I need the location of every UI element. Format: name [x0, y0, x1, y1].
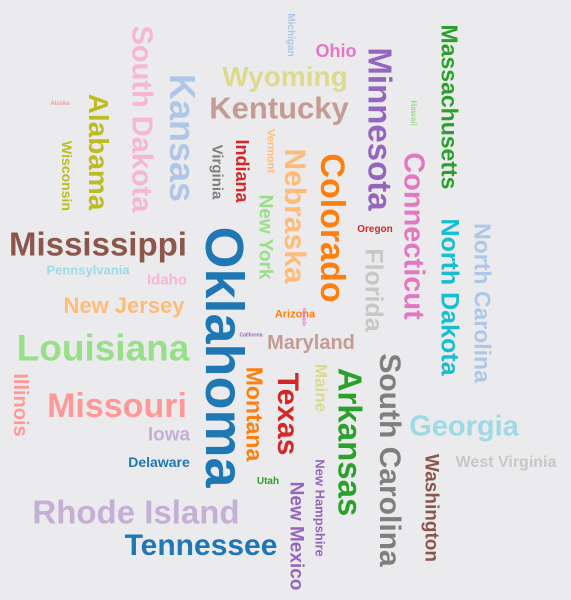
- word-idaho: Idaho: [147, 271, 187, 289]
- word-missouri: Missouri: [47, 387, 187, 425]
- word-south-dakota: South Dakota: [125, 25, 158, 213]
- word-wisconsin: Wisconsin: [59, 141, 75, 211]
- word-south-carolina: South Carolina: [373, 353, 406, 567]
- word-virginia: Virginia: [208, 144, 226, 200]
- word-tennessee: Tennessee: [124, 529, 278, 562]
- word-arizona: Arizona: [274, 308, 316, 321]
- word-mississippi: Mississippi: [9, 225, 187, 263]
- word-kentucky: Kentucky: [209, 90, 349, 126]
- word-oregon: Oregon: [357, 224, 393, 235]
- word-nevada: Nevada: [300, 308, 307, 326]
- word-iowa: Iowa: [147, 424, 191, 446]
- word-connecticut: Connecticut: [397, 152, 430, 320]
- word-delaware: Delaware: [128, 454, 190, 470]
- word-washington: Washington: [420, 454, 442, 562]
- word-rhode-island: Rhode Island: [32, 493, 240, 531]
- word-new-york: New York: [254, 194, 276, 280]
- word-pennsylvania: Pennsylvania: [46, 262, 130, 278]
- word-georgia: Georgia: [409, 410, 519, 443]
- word-arkansas: Arkansas: [331, 367, 369, 517]
- word-ohio: Ohio: [315, 41, 357, 61]
- word-new-mexico: New Mexico: [285, 481, 307, 591]
- word-nebraska: Nebraska: [278, 148, 311, 284]
- word-california: California: [239, 332, 263, 339]
- word-illinois: Illinois: [9, 373, 31, 437]
- word-north-dakota: North Dakota: [435, 218, 464, 376]
- word-maine: Maine: [311, 363, 331, 413]
- word-michigan: Michigan: [285, 13, 296, 57]
- word-indiana: Indiana: [232, 139, 252, 203]
- word-alabama: Alabama: [83, 93, 114, 211]
- word-texas: Texas: [271, 372, 304, 456]
- word-maryland: Maryland: [267, 332, 355, 354]
- word-wyoming: Wyoming: [222, 61, 348, 92]
- word-montana: Montana: [241, 366, 268, 462]
- word-louisiana: Louisiana: [16, 327, 190, 369]
- word-massachusetts: Massachusetts: [436, 24, 463, 190]
- word-florida: Florida: [359, 248, 388, 332]
- word-colorado: Colorado: [313, 153, 351, 303]
- word-vermont: Vermont: [264, 128, 277, 174]
- word-kansas: Kansas: [162, 73, 203, 203]
- word-north-carolina: North Carolina: [469, 223, 496, 383]
- word-west-virginia: West Virginia: [455, 454, 557, 471]
- word-utah: Utah: [256, 476, 280, 487]
- word-new-jersey: New Jersey: [63, 293, 185, 318]
- word-new-hampshire: New Hampshire: [312, 459, 328, 557]
- word-hawaii: Hawaii: [409, 100, 418, 126]
- word-minnesota: Minnesota: [361, 47, 399, 211]
- word-alaska: Alaska: [50, 101, 70, 107]
